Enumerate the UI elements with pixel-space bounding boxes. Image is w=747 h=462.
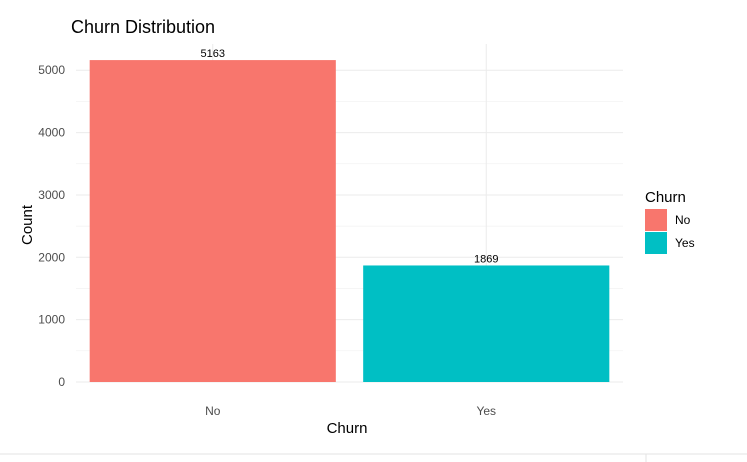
y-tick-label: 0	[58, 375, 65, 389]
legend-key-no	[645, 209, 667, 231]
y-tick-label: 3000	[38, 188, 65, 202]
x-tick-label-no: No	[205, 404, 221, 418]
y-tick-label: 1000	[38, 313, 65, 327]
y-tick-label: 4000	[38, 126, 65, 140]
data-labels: 5163 1869	[201, 48, 499, 265]
y-tick-label: 5000	[38, 63, 65, 77]
data-label-no: 5163	[201, 48, 225, 60]
bars	[89, 60, 610, 382]
y-axis-ticks: 0 1000 2000 3000 4000 5000	[38, 63, 65, 389]
bar-yes	[363, 265, 610, 382]
legend-label-yes: Yes	[675, 236, 695, 250]
x-axis-title: Churn	[327, 420, 368, 437]
legend-title: Churn	[645, 189, 686, 206]
y-tick-label: 2000	[38, 250, 65, 264]
data-label-yes: 1869	[474, 253, 498, 265]
bar-no	[89, 60, 336, 382]
chart-title: Churn Distribution	[71, 17, 215, 37]
x-axis-ticks: No Yes	[205, 404, 496, 418]
legend-key-yes	[645, 232, 667, 254]
x-tick-label-yes: Yes	[476, 404, 496, 418]
y-axis-title: Count	[19, 204, 36, 245]
legend: Churn No Yes	[645, 189, 695, 254]
legend-label-no: No	[675, 213, 691, 227]
